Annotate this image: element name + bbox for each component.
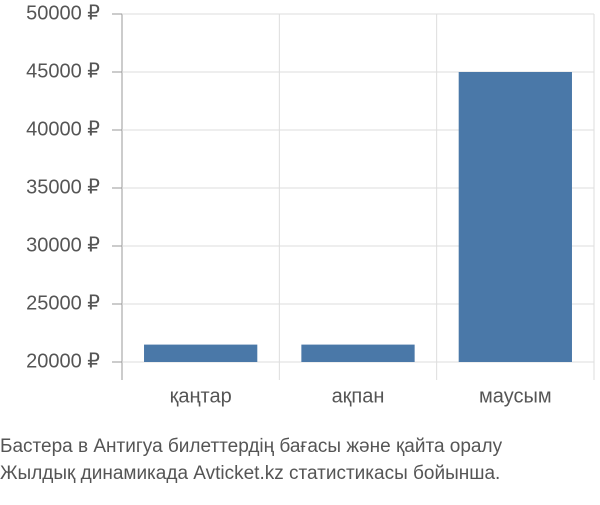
x-tick-label: ақпан xyxy=(332,385,385,407)
y-tick-label: 30000 ₽ xyxy=(26,234,100,256)
bar xyxy=(458,72,572,362)
y-tick-label: 45000 ₽ xyxy=(26,60,100,82)
x-tick-label: қаңтар xyxy=(170,385,232,407)
y-tick-label: 20000 ₽ xyxy=(26,350,100,372)
x-tick-label: маусым xyxy=(479,385,552,407)
caption-line: Жылдық динамикада Avticket.kz статистика… xyxy=(0,463,500,484)
y-tick-label: 35000 ₽ xyxy=(26,176,100,198)
y-tick-label: 25000 ₽ xyxy=(26,292,100,314)
bar xyxy=(144,344,258,362)
y-tick-label: 50000 ₽ xyxy=(26,2,100,24)
y-tick-label: 40000 ₽ xyxy=(26,118,100,140)
caption-line: Бастера в Антигуа билеттердің бағасы жән… xyxy=(0,436,503,457)
bar xyxy=(301,344,415,362)
